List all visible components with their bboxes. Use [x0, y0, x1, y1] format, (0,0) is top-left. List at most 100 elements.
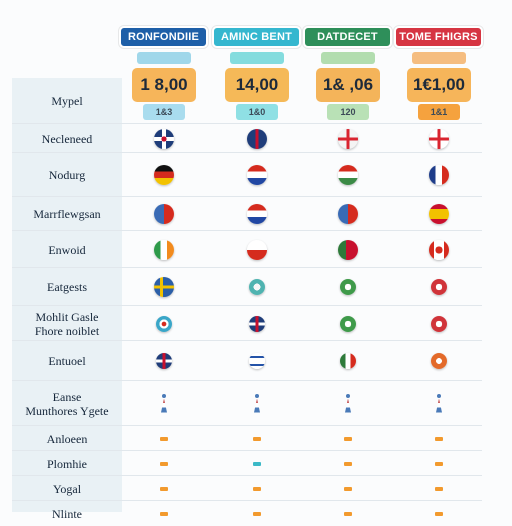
table-row: Mypel	[12, 78, 482, 123]
feature-cell	[245, 197, 269, 231]
feature-cell	[152, 268, 176, 306]
feature-cell	[152, 501, 176, 526]
feature-dash-icon	[160, 486, 168, 491]
feature-cell	[427, 268, 451, 306]
paraguay-flag-icon	[247, 204, 267, 224]
feature-dash-icon	[344, 461, 352, 466]
plan-strip-4	[412, 52, 466, 64]
feature-cell	[427, 341, 451, 381]
plan-sub-4: 1&1	[418, 104, 460, 120]
feature-dash-icon	[253, 486, 261, 491]
table-row: Eatgests	[12, 267, 482, 306]
red-seal-flag-icon	[431, 279, 447, 295]
feature-cell	[427, 381, 451, 426]
table-row: Nodurg	[12, 152, 482, 197]
table-row: Eanse Munthores Ygete	[12, 380, 482, 426]
feature-cell	[336, 197, 360, 231]
plan-header-3[interactable]: DATDECET	[302, 25, 393, 49]
feature-dash-icon	[435, 486, 443, 491]
plan-price-1: 1 8,00	[132, 68, 196, 102]
plan-sub-3: 120	[327, 104, 369, 120]
feature-cell	[336, 501, 360, 526]
feature-cell	[152, 451, 176, 476]
feature-cell	[427, 153, 451, 197]
table-row: Enwoid	[12, 230, 482, 268]
feature-cell	[336, 153, 360, 197]
feature-cell	[336, 124, 360, 153]
plan-strip-2	[230, 52, 284, 64]
feature-cell	[152, 231, 176, 268]
feature-cell	[245, 476, 269, 501]
feature-label: Plomhie	[46, 456, 87, 471]
ireland-flag-icon	[154, 239, 174, 260]
orange-seal-flag-icon	[431, 353, 447, 369]
france-flag-icon	[429, 165, 449, 185]
table-row: Mohlit Gasle Fhore noiblet	[12, 305, 482, 341]
sweden-flag-icon	[154, 277, 174, 297]
mascot-figure-icon	[160, 393, 168, 414]
teal-seal-flag-icon	[249, 279, 265, 295]
feature-cell	[245, 426, 269, 451]
feature-cell	[152, 124, 176, 153]
feature-cell	[427, 197, 451, 231]
feature-dash-icon	[160, 511, 168, 516]
croatia-flag-icon	[247, 165, 267, 185]
feature-label: Nlinte	[52, 506, 82, 521]
plan-sub-2: 1&0	[236, 104, 278, 120]
plan-price-3: 1& ,06	[316, 68, 380, 102]
spain-flag-icon	[429, 204, 449, 224]
feature-dash-icon	[435, 436, 443, 441]
feature-label: Enwoid	[48, 242, 86, 257]
feature-dash-icon	[435, 461, 443, 466]
england-red-flag-icon	[340, 353, 356, 369]
feature-dash-icon	[253, 461, 261, 466]
feature-label: Eatgests	[47, 280, 87, 294]
feature-cell	[152, 341, 176, 381]
uk-red-flag-icon	[247, 128, 267, 149]
feature-label: Mypel	[51, 93, 83, 108]
plan-strip-3	[321, 52, 375, 64]
mascot-figure-icon	[253, 393, 261, 414]
plan-strip-1	[137, 52, 191, 64]
uk-flag-icon	[154, 128, 174, 149]
feature-dash-icon	[160, 436, 168, 441]
table-row: Anloeen	[12, 425, 482, 451]
feature-cell	[427, 476, 451, 501]
feature-cell	[245, 306, 269, 341]
feature-cell	[427, 306, 451, 341]
target-flag-icon	[156, 315, 172, 332]
plan-sub-1: 1&3	[143, 104, 185, 120]
italy-red-flag-icon	[154, 204, 174, 224]
feature-cell	[152, 197, 176, 231]
feature-label: Necleneed	[41, 131, 93, 146]
feature-cell	[245, 451, 269, 476]
feature-dash-icon	[253, 436, 261, 441]
table-row: Entuoel	[12, 340, 482, 381]
plan-header-1[interactable]: RONFONDIIE	[118, 25, 209, 49]
mascot-figure-icon	[435, 393, 443, 414]
feature-label: Anloeen	[46, 431, 88, 446]
mascot-figure-icon	[344, 393, 352, 414]
feature-cell	[336, 426, 360, 451]
uk-small-flag-icon	[249, 315, 265, 332]
czech-flag-icon	[247, 239, 267, 260]
table-row: Yogal	[12, 475, 482, 501]
red-seal-flag-icon	[431, 315, 447, 332]
feature-dash-icon	[344, 436, 352, 441]
green-seal-flag-icon	[340, 279, 356, 295]
table-row: Necleneed	[12, 123, 482, 153]
feature-label-column	[12, 78, 122, 512]
plan-header-2[interactable]: AMINC BENT	[211, 25, 302, 49]
feature-label: Entuoel	[48, 354, 86, 368]
feature-label: Nodurg	[48, 168, 86, 182]
feature-dash-icon	[435, 511, 443, 516]
feature-cell	[336, 451, 360, 476]
germany-flag-icon	[154, 165, 174, 185]
feature-cell	[245, 341, 269, 381]
table-row: Nlinte	[12, 500, 482, 526]
feature-cell	[245, 268, 269, 306]
plan-header-4[interactable]: TOME FHIGRS	[393, 25, 484, 49]
feature-cell	[152, 476, 176, 501]
england-flag-icon	[429, 128, 449, 149]
uk-white-flag-icon	[338, 128, 358, 149]
